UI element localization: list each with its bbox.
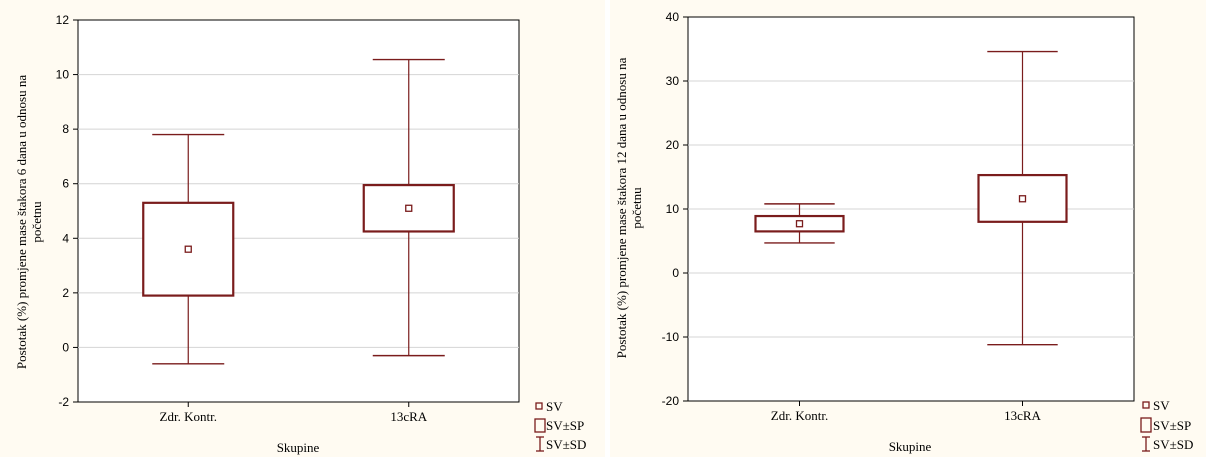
- x-axis-label: Skupine: [277, 440, 320, 455]
- y-tick-label: 40: [666, 10, 680, 24]
- y-axis-label-line-2: početnu: [29, 201, 44, 243]
- y-tick-label: 30: [666, 74, 680, 88]
- x-tick-label: Zdr. Kontr.: [771, 408, 828, 423]
- legend-se-label: SV±SP: [1153, 418, 1191, 433]
- y-tick-label: 2: [62, 286, 69, 300]
- y-axis-label-line-1: Postotak (%) promjene mase štakora 12 da…: [614, 57, 629, 358]
- y-tick-label: -10: [662, 330, 680, 344]
- y-ticks: -20 -10 0 10 20 30 40: [662, 10, 688, 408]
- mean-marker: [184, 245, 192, 253]
- y-axis-label: Postotak (%) promjene mase štakora 12 da…: [614, 57, 644, 358]
- x-tick-label: 13cRA: [1004, 408, 1041, 423]
- legend-se-label: SV±SP: [546, 418, 584, 433]
- y-tick-label: 0: [62, 340, 69, 354]
- legend: SV SV±SP SV±SD: [534, 399, 586, 452]
- mean-marker: [1018, 195, 1027, 203]
- legend-mean-label: SV: [1153, 398, 1170, 413]
- y-tick-label: 20: [666, 138, 680, 152]
- box-treatment: [977, 50, 1068, 346]
- legend-mean-marker: [535, 402, 543, 410]
- x-ticks: Zdr. Kontr. 13cRA: [160, 402, 428, 424]
- y-tick-label: 10: [666, 202, 680, 216]
- x-ticks: Zdr. Kontr. 13cRA: [771, 401, 1042, 423]
- chart-panel-right: -20 -10 0 10 20 30 40 Zdr. Kontr. 13cRA Skupine…: [610, 0, 1206, 457]
- grid-lines: [688, 80, 1134, 338]
- chart-right: -20 -10 0 10 20 30 40 Zdr. Kontr. 13cRA Skupine…: [610, 0, 1206, 457]
- x-axis-label: Skupine: [889, 439, 932, 454]
- legend-sd-label: SV±SD: [546, 437, 586, 452]
- legend-se-marker: [1140, 417, 1152, 433]
- boxes: [142, 58, 455, 365]
- legend-sd-marker: [1142, 436, 1150, 452]
- box-control: [754, 203, 845, 244]
- chart-panel-left: -2 0 2 4 6 8 10 12 Zdr. Kontr. 13cRA Skupine Pos…: [0, 0, 605, 457]
- x-tick-label: 13cRA: [390, 409, 427, 424]
- y-tick-label: 6: [62, 177, 69, 191]
- box-control: [142, 133, 235, 365]
- y-tick-label: 12: [56, 13, 70, 27]
- y-tick-label: 4: [62, 231, 69, 245]
- legend-se-marker: [534, 418, 546, 433]
- y-ticks: -2 0 2 4 6 8 10 12: [56, 13, 78, 409]
- legend: SV SV±SP SV±SD: [1140, 398, 1193, 452]
- y-tick-label: 10: [56, 68, 70, 82]
- y-axis-label-line-2: početnu: [629, 187, 644, 229]
- y-axis-label: Postotak (%) promjene mase štakora 6 dan…: [14, 75, 44, 369]
- legend-sd-marker: [536, 436, 544, 452]
- y-tick-label: -20: [662, 394, 680, 408]
- x-tick-label: Zdr. Kontr.: [160, 409, 217, 424]
- legend-sd-label: SV±SD: [1153, 437, 1193, 452]
- y-axis-label-line-1: Postotak (%) promjene mase štakora 6 dan…: [14, 75, 29, 369]
- y-tick-label: 8: [62, 122, 69, 136]
- mean-marker: [795, 220, 804, 228]
- chart-left: -2 0 2 4 6 8 10 12 Zdr. Kontr. 13cRA Skupine Pos…: [0, 0, 605, 457]
- y-tick-label: -2: [58, 395, 69, 409]
- legend-mean-marker: [1142, 401, 1150, 409]
- legend-mean-label: SV: [546, 399, 563, 414]
- box-treatment: [362, 58, 455, 357]
- mean-marker: [405, 204, 413, 212]
- y-tick-label: 0: [672, 266, 679, 280]
- boxes: [754, 50, 1068, 346]
